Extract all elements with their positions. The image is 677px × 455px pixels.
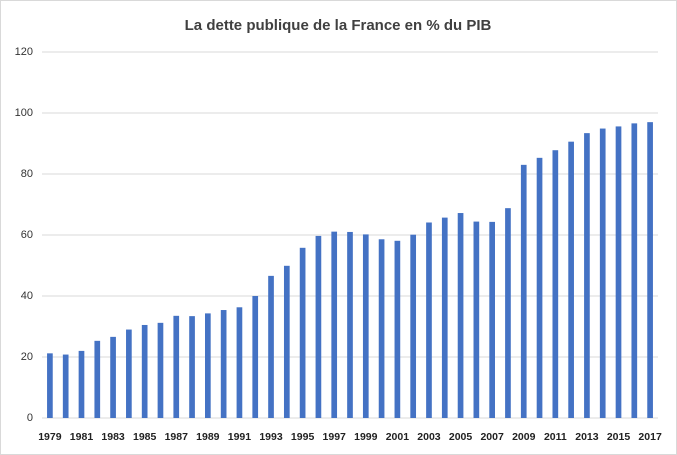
- bar: [126, 329, 132, 418]
- bar: [189, 316, 195, 418]
- bar: [599, 128, 606, 418]
- bar: [489, 221, 495, 418]
- bar: [141, 324, 148, 418]
- bar: [62, 354, 69, 418]
- bar: [252, 296, 259, 418]
- bar: [47, 353, 53, 418]
- bar: [110, 336, 116, 418]
- x-tick-label: 2017: [638, 431, 662, 443]
- x-tick-label: 1995: [291, 431, 315, 443]
- bar: [647, 122, 653, 419]
- bar: [520, 164, 527, 418]
- bar: [426, 222, 432, 418]
- x-tick-label: 1991: [228, 431, 252, 443]
- y-tick-label: 100: [15, 107, 33, 119]
- bar: [315, 235, 322, 418]
- bar: [157, 322, 164, 418]
- bar: [220, 310, 227, 418]
- x-tick-label: 1983: [101, 431, 125, 443]
- bar: [283, 265, 290, 418]
- x-tick-label: 1979: [38, 431, 62, 443]
- y-tick-label: 20: [21, 351, 33, 363]
- x-tick-label: 2003: [417, 431, 441, 443]
- bar: [205, 313, 211, 418]
- bar: [94, 340, 101, 418]
- bar: [331, 231, 338, 418]
- x-tick-label: 1989: [196, 431, 220, 443]
- bar: [173, 315, 180, 418]
- x-tick-label: 2009: [512, 431, 536, 443]
- bar: [457, 213, 464, 418]
- bar: [615, 126, 622, 419]
- chart-title: La dette publique de la France en % du P…: [185, 17, 492, 34]
- bar: [410, 234, 417, 418]
- bar: [78, 350, 85, 418]
- bar: [299, 247, 306, 418]
- x-tick-label: 2007: [480, 431, 504, 443]
- bar: [568, 141, 574, 419]
- x-tick-label: 1999: [354, 431, 378, 443]
- x-tick-label: 2013: [575, 431, 599, 443]
- bar: [347, 231, 353, 418]
- x-tick-label: 2005: [449, 431, 473, 443]
- bar: [631, 123, 638, 419]
- bar: [394, 240, 401, 418]
- bar: [236, 307, 243, 418]
- x-tick-label: 1987: [165, 431, 189, 443]
- bar: [362, 234, 369, 418]
- x-tick-label: 2011: [544, 431, 567, 443]
- bar: [505, 208, 511, 418]
- x-tick-label: 1981: [70, 431, 94, 443]
- bar: [473, 221, 480, 418]
- bar: [552, 150, 559, 418]
- x-tick-label: 1993: [259, 431, 283, 443]
- x-tick-label: 2015: [607, 431, 631, 443]
- x-tick-label: 1985: [133, 431, 157, 443]
- y-tick-label: 40: [21, 290, 33, 302]
- bar: [268, 275, 274, 418]
- y-tick-label: 0: [27, 412, 33, 424]
- y-tick-label: 60: [21, 229, 33, 241]
- bar: [441, 217, 448, 418]
- bar: [584, 133, 590, 418]
- x-tick-label: 1997: [323, 431, 347, 443]
- bar: [536, 157, 543, 418]
- y-tick-label: 120: [15, 46, 33, 58]
- bar: [378, 239, 385, 418]
- x-tick-label: 2001: [386, 431, 410, 443]
- y-tick-label: 80: [21, 168, 33, 180]
